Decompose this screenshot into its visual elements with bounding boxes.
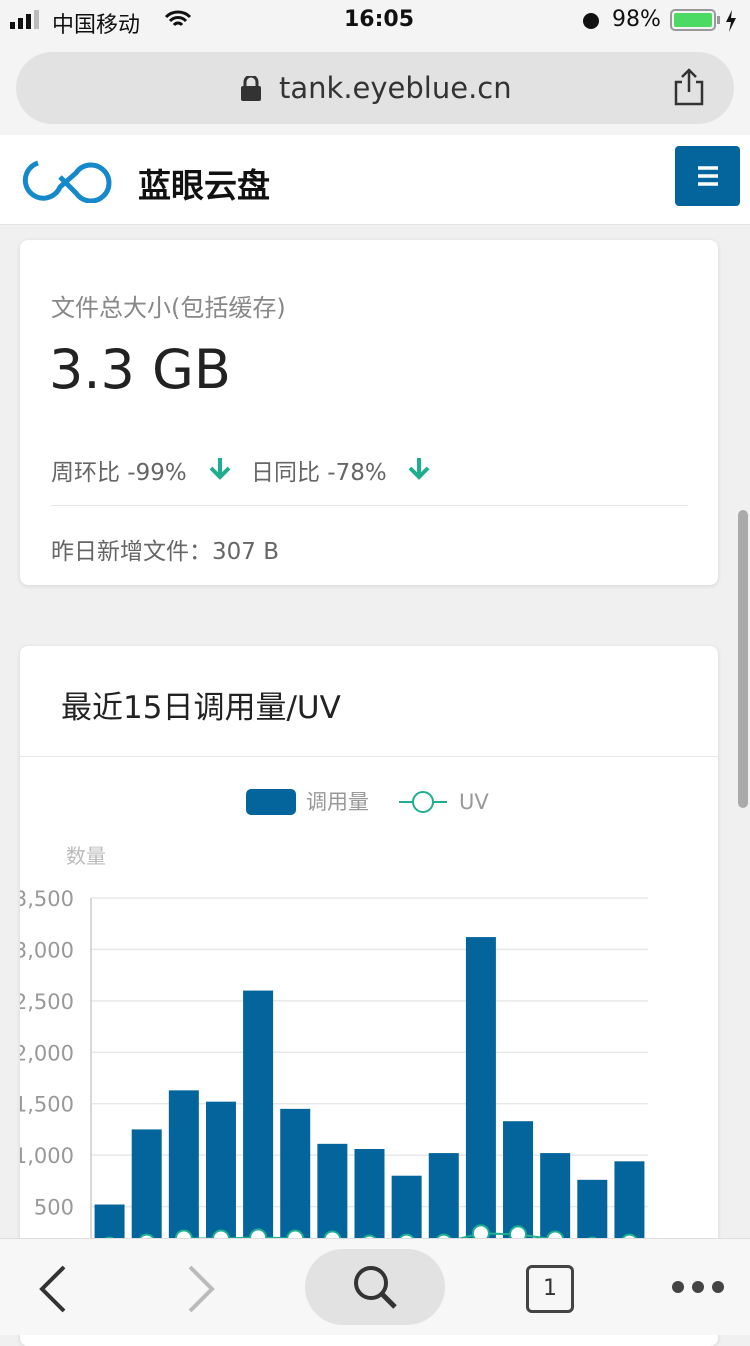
y-tick-label: 500 (34, 1196, 74, 1220)
menu-button[interactable] (675, 146, 740, 206)
more-button[interactable] (668, 1277, 728, 1297)
carrier: 中国移动 (52, 13, 141, 38)
y-tick-label: 3,500 (14, 887, 74, 911)
clock: 16:05 (344, 7, 415, 32)
forward-button[interactable] (184, 1265, 220, 1313)
y-tick-label: 1,000 (14, 1144, 74, 1168)
url: tank.eyeblue.cn (279, 71, 512, 105)
day-ratio: 日同比 -78% (251, 460, 387, 486)
battery-icon (670, 9, 736, 32)
brand[interactable]: 蓝眼云盘 (138, 166, 270, 205)
browser-toolbar: 1 (0, 1238, 750, 1335)
search-icon (354, 1266, 397, 1309)
down-arrow (209, 458, 231, 480)
share-button[interactable] (672, 68, 706, 106)
status-bar: 中国移动 16:05 98% (0, 0, 750, 40)
bar (243, 990, 274, 1258)
battery-text: 98% (612, 7, 661, 32)
menu-icon (698, 166, 718, 186)
legend-label: 调用量 (306, 790, 369, 814)
lock-icon (241, 76, 261, 101)
site-header: 蓝眼云盘 (0, 135, 750, 225)
scrollbar (738, 510, 748, 808)
bar (465, 937, 496, 1258)
signal-icon (10, 10, 39, 29)
stats-card: 文件总大小(包括缓存) 3.3 GB 周环比 -99% 日同比 -78% 昨日新… (20, 240, 718, 585)
divider (20, 756, 718, 757)
wifi-icon (164, 10, 192, 27)
back-button[interactable] (36, 1265, 72, 1313)
y-tick-label: 1,500 (14, 1093, 74, 1117)
stats-label: 文件总大小(包括缓存) (51, 294, 286, 322)
alarm-icon (583, 13, 599, 29)
logo[interactable] (18, 157, 112, 203)
y-axis-label: 数量 (66, 844, 106, 868)
y-tick-label: 2,500 (14, 990, 74, 1014)
new-files: 昨日新增文件：307 B (51, 539, 279, 565)
legend-swatch (412, 791, 434, 813)
plot: 调用量 UV 数量 500 1,000 1,500 2,000 2,500 3,000 3,500 (14, 789, 648, 1258)
stats-total: 3.3 GB (49, 338, 231, 401)
divider (51, 505, 688, 506)
legend-swatch (246, 789, 296, 815)
address-bar: tank.eyeblue.cn (0, 40, 750, 135)
search-button[interactable] (305, 1249, 445, 1325)
tabs-button[interactable]: 1 (526, 1265, 574, 1313)
week-ratio: 周环比 -99% (51, 460, 187, 486)
down-arrow (408, 458, 430, 480)
y-tick-label: 2,000 (14, 1041, 74, 1065)
url-field[interactable]: tank.eyeblue.cn (16, 52, 734, 124)
y-tick-label: 3,000 (14, 938, 74, 962)
chart-title: 最近15日调用量/UV (61, 690, 341, 726)
legend-label: UV (459, 790, 489, 814)
